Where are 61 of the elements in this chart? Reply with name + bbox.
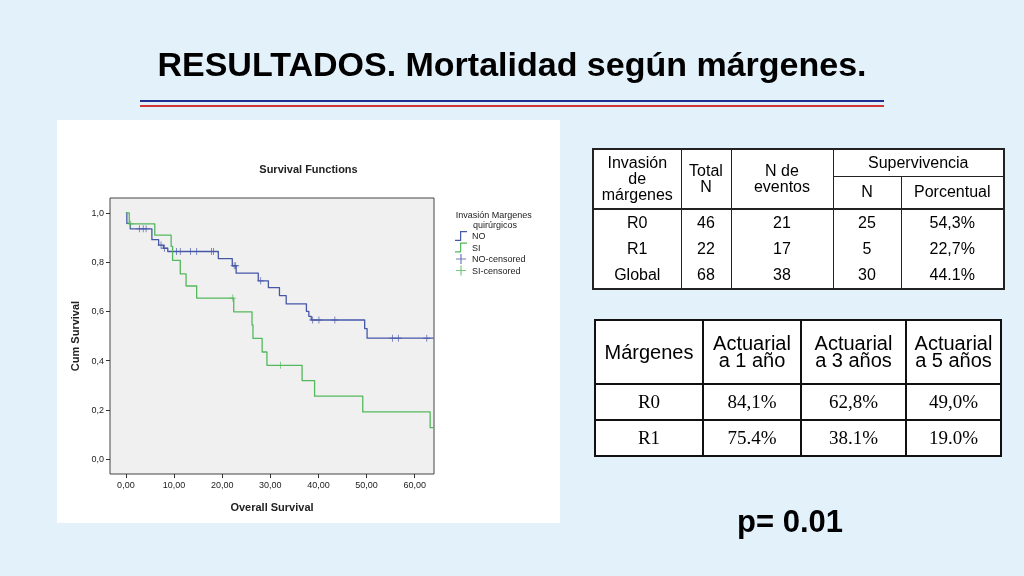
x-tick-label: 30,00 [259, 479, 282, 490]
text: 46 [697, 214, 715, 231]
category-label: Actuarial a 5 años [914, 332, 993, 371]
category-label: N [861, 183, 873, 201]
point [423, 334, 431, 342]
point [394, 334, 402, 342]
text: 84,1% [727, 391, 777, 412]
legend-label: NO [472, 231, 486, 241]
text: 17 [773, 240, 791, 257]
category-label: Porcentual [914, 183, 991, 201]
x-axis-title: Overall Survival [230, 500, 314, 513]
text: 25 [858, 214, 876, 231]
point [127, 220, 135, 228]
y-tick-label: 0,8 [91, 257, 104, 268]
point [257, 277, 265, 285]
text: 44.1% [929, 266, 975, 283]
chart-title: Survival Functions [259, 162, 358, 175]
text: 22,7% [929, 240, 975, 257]
text: 49,0% [928, 391, 979, 412]
y-tick-label: 0,2 [91, 404, 104, 415]
text: 21 [773, 214, 791, 231]
y-tick-label: 0,0 [91, 454, 104, 465]
category-label: Total N [689, 162, 723, 195]
text: 5 [862, 240, 872, 257]
text: 38.1% [828, 427, 879, 448]
y-tick-label: 0,4 [91, 355, 104, 366]
x-tick-label: 10,00 [162, 479, 186, 490]
text: p= 0.01 [737, 504, 843, 539]
text: 62,8% [828, 391, 879, 412]
text: Invasión de márgenes [601, 154, 673, 203]
legend-label: NO-censored [472, 254, 526, 264]
x-tick-label: 50,00 [355, 479, 378, 490]
category-label: R1 [637, 427, 661, 448]
x-tick-label: 60,00 [403, 479, 427, 490]
category-label: R1 [627, 240, 648, 257]
category-label: R0 [637, 391, 661, 412]
legend-title: Invasión Margenes quirúrgicos [455, 210, 535, 230]
text: 38 [773, 266, 791, 283]
x-tick-label: 20,00 [210, 479, 234, 490]
y-tick-label: 1,0 [91, 207, 104, 218]
legend-label: SI-censored [472, 265, 521, 276]
legend-label: SI [472, 242, 481, 253]
text: 19.0% [928, 427, 979, 448]
text: RESULTADOS. Mortalidad según márgenes. [157, 45, 867, 83]
y-axis-title: Cum Survival [69, 300, 82, 372]
category-label: Global [614, 266, 661, 283]
y-tick-label: 0,6 [91, 306, 104, 317]
text: 22 [697, 240, 715, 257]
text: Márgenes [604, 340, 694, 363]
point [389, 334, 397, 342]
category-label: N de eventos [753, 162, 811, 195]
x-tick-label: 0,00 [117, 479, 135, 490]
text: 54,3% [929, 214, 975, 231]
text: 30 [858, 266, 876, 283]
category-label: Actuarial a 1 año [713, 332, 791, 371]
x-tick-label: 40,00 [307, 479, 330, 490]
text: 75.4% [727, 427, 777, 448]
text: Supervivencia [868, 153, 969, 171]
category-label: Actuarial a 3 años [814, 332, 893, 371]
category-label: R0 [627, 214, 648, 231]
text: 68 [697, 266, 715, 283]
